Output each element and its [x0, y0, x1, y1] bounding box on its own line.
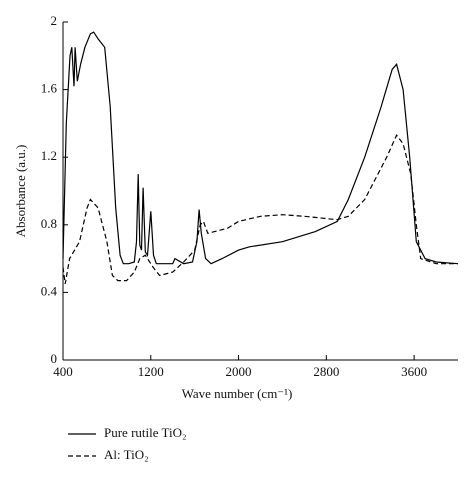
legend-label: Al: TiO₂: [104, 447, 149, 462]
x-tick-label: 400: [53, 364, 73, 379]
y-tick-label: 0.8: [41, 216, 57, 231]
y-tick-label: 1.6: [41, 81, 58, 96]
x-tick-label: 3600: [401, 364, 427, 379]
y-tick-label: 0.4: [41, 283, 58, 298]
y-tick-label: 2: [51, 13, 58, 28]
x-tick-label: 1200: [138, 364, 164, 379]
x-tick-label: 2800: [313, 364, 339, 379]
series-line: [62, 31, 459, 265]
y-tick-label: 0: [51, 351, 58, 366]
y-axis-label: Absorbance (a.u.): [13, 145, 28, 238]
x-axis-label: Wave number (cm⁻¹): [182, 386, 293, 401]
x-tick-label: 2000: [226, 364, 252, 379]
legend-label: Pure rutile TiO₂: [104, 425, 187, 440]
series-line: [62, 134, 458, 285]
y-tick-label: 1.2: [41, 148, 57, 163]
